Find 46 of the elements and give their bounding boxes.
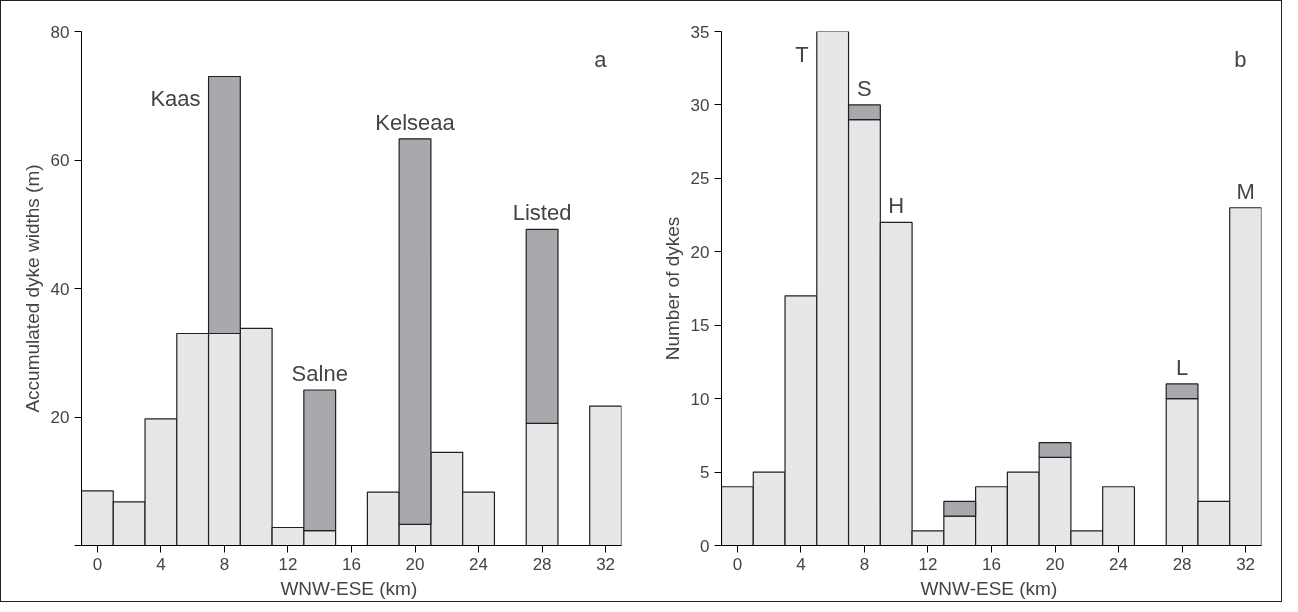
x-tick-label: 32 [1236, 554, 1256, 574]
annotation: Listed [512, 200, 572, 226]
x-tick-label: 4 [156, 554, 166, 574]
y-tick-label: 60 [50, 151, 70, 170]
annotation: b [1234, 46, 1247, 72]
x-axis-title: WNW-ESE (km) [280, 577, 418, 599]
x-tick-label: 24 [1109, 554, 1129, 574]
x-tick-label: 8 [859, 554, 870, 574]
y-tick-label: 0 [700, 536, 710, 556]
x-tick-label: 28 [1172, 554, 1192, 574]
bar [589, 405, 622, 546]
x-axis-title: WNW-ESE (km) [920, 577, 1058, 599]
y-tick-label: 80 [50, 22, 70, 42]
annotation: Kelseaa [375, 109, 456, 135]
x-tick-label: 16 [342, 554, 361, 574]
y-tick-label: 25 [690, 169, 710, 189]
x-tick-label: 8 [219, 554, 230, 574]
annotation: Salne [291, 361, 348, 387]
annotation: S [857, 75, 872, 101]
y-tick-label: 15 [690, 316, 710, 336]
annotation: T [795, 41, 809, 67]
y-tick-label: 35 [690, 22, 710, 42]
x-tick-label: 12 [918, 554, 938, 574]
annotation: a [594, 46, 608, 72]
annotation: H [888, 193, 905, 219]
x-tick-label: 16 [982, 554, 1001, 574]
y-axis-title: Accumulated dyke widths (m) [21, 164, 43, 413]
annotation: Kaas [150, 86, 201, 112]
x-tick-label: 24 [469, 554, 489, 574]
x-tick-label: 0 [732, 554, 743, 574]
y-tick-label: 5 [700, 463, 710, 483]
y-tick-label: 30 [690, 95, 710, 115]
x-tick-label: 4 [796, 554, 806, 574]
x-tick-label: 20 [405, 554, 425, 574]
x-tick-label: 32 [596, 554, 616, 574]
x-tick-label: 28 [532, 554, 552, 574]
annotation: L [1175, 354, 1189, 380]
y-axis-title: Number of dykes [661, 216, 683, 361]
y-tick-label: 20 [50, 408, 70, 427]
annotation: M [1236, 178, 1255, 204]
y-tick-label: 40 [50, 279, 70, 299]
x-tick-label: 20 [1045, 554, 1065, 574]
x-tick-label: 0 [92, 554, 103, 574]
y-tick-label: 10 [690, 389, 710, 409]
y-tick-label: 20 [690, 242, 710, 262]
x-tick-label: 12 [278, 554, 298, 574]
